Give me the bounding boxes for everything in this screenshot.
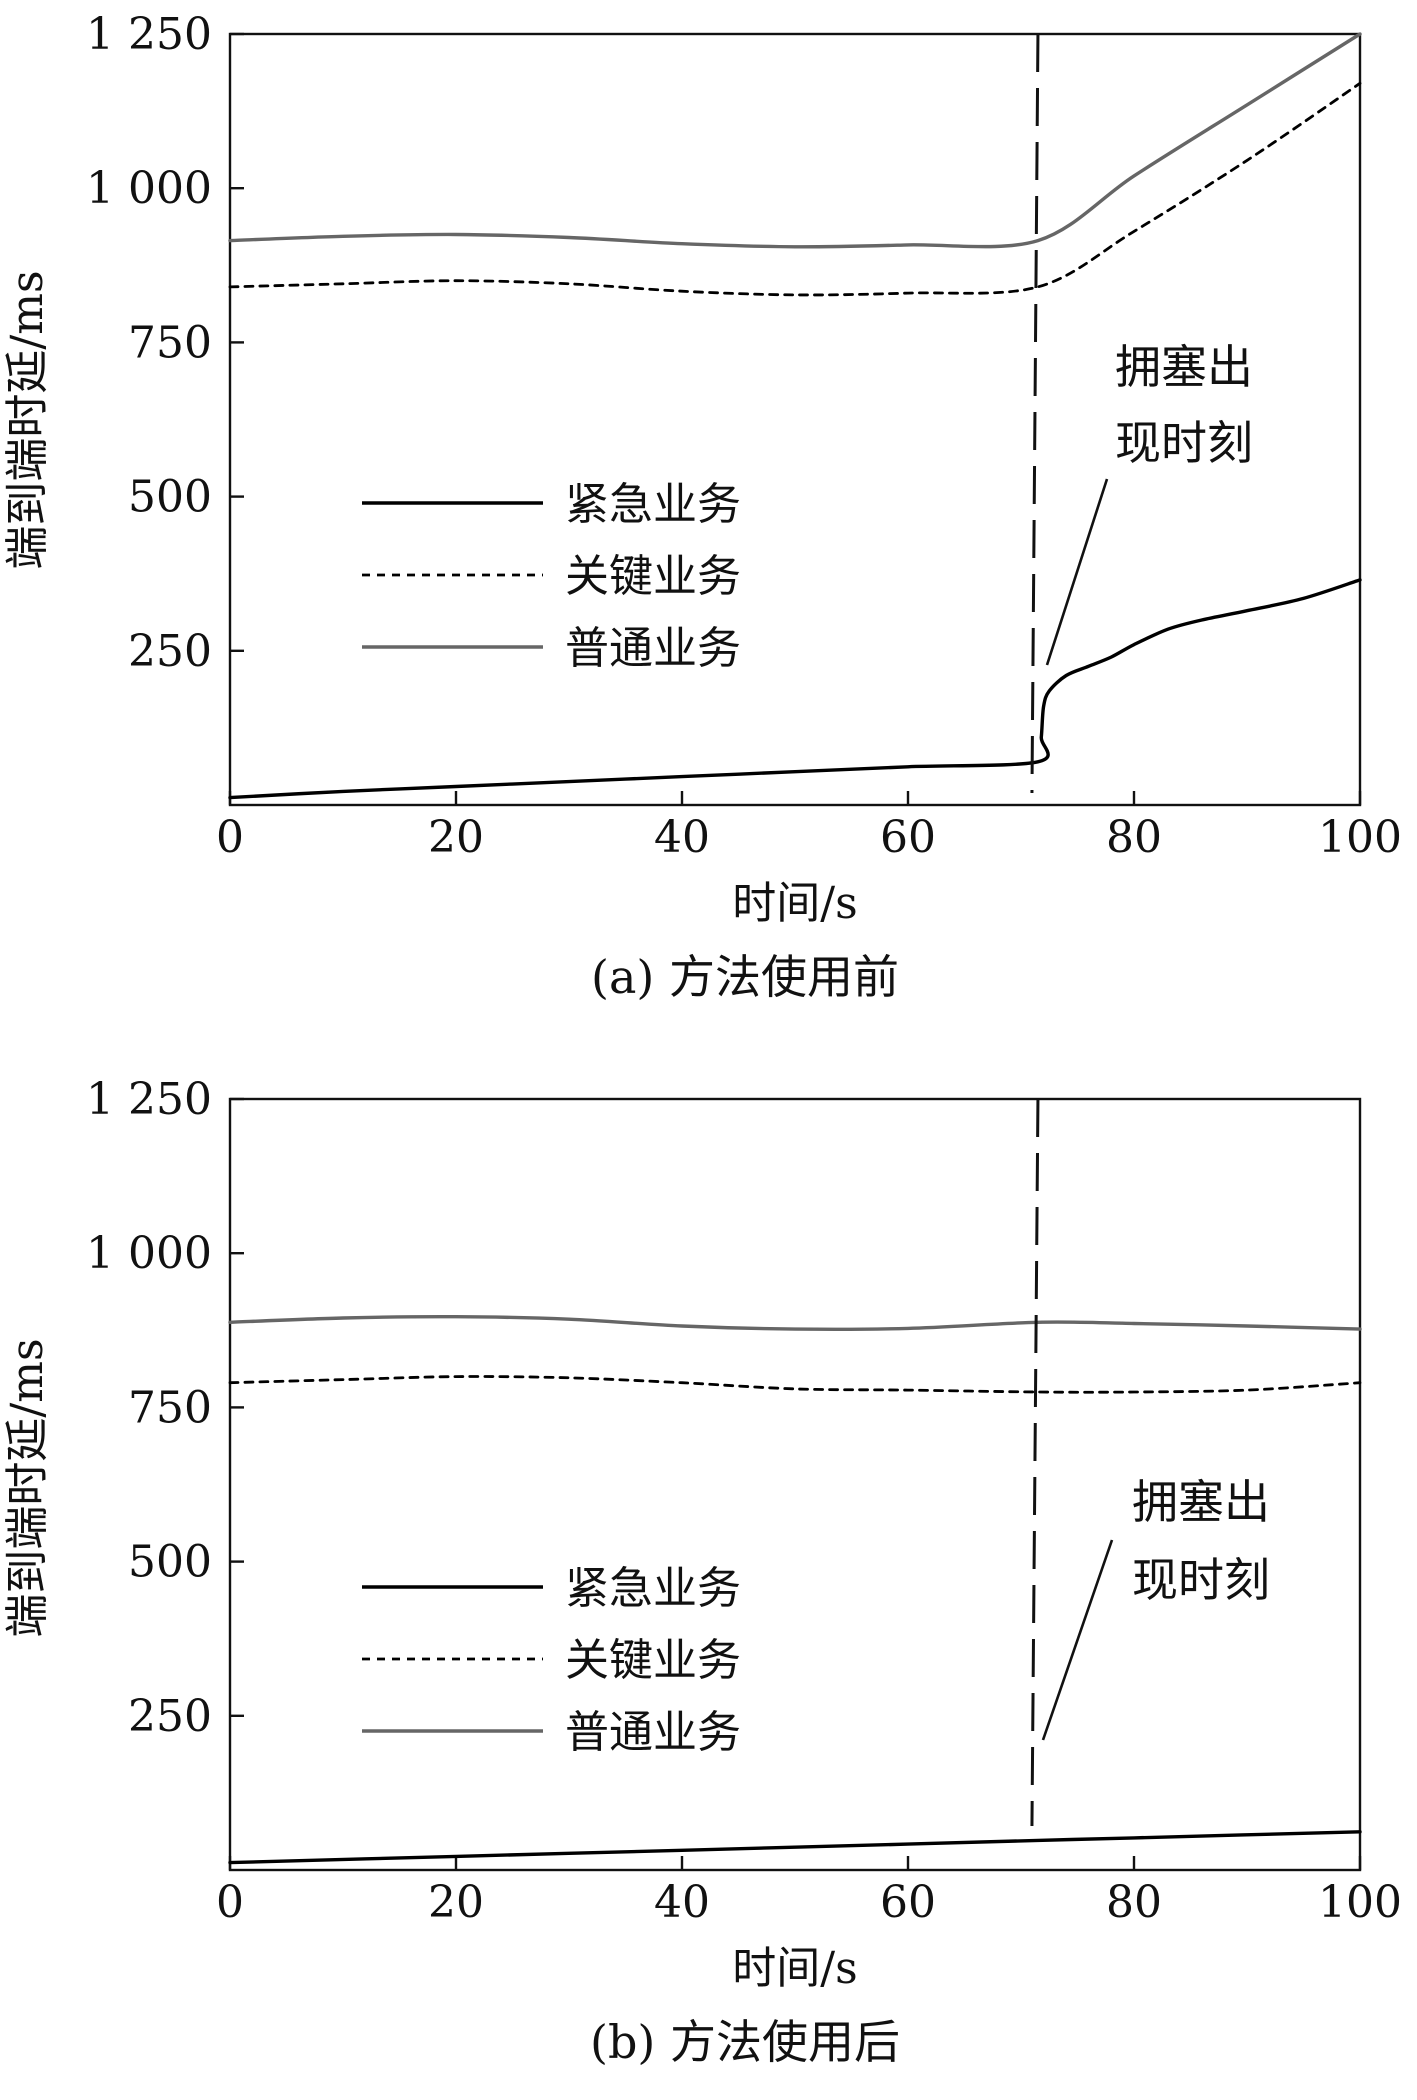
legend-label: 紧急业务 <box>565 1563 741 1614</box>
x-tick-label: 60 <box>880 812 936 863</box>
legend-label: 普通业务 <box>565 623 741 674</box>
plot-frame <box>228 1097 1362 1872</box>
x-tick-label: 100 <box>1318 1877 1402 1928</box>
series-line-key <box>228 1375 1362 1394</box>
y-axis-label: 端到端时延/ms <box>2 1338 53 1637</box>
event-pointer-line <box>1041 1539 1114 1741</box>
x-tick-label: 0 <box>216 1877 244 1928</box>
event-label-line-1: 拥塞出 <box>1115 340 1253 394</box>
x-tick-label: 80 <box>1106 812 1162 863</box>
x-tick-label: 40 <box>654 1877 710 1928</box>
plot-frame <box>228 32 1362 807</box>
series-line-urgent <box>228 578 1362 800</box>
y-tick-label: 500 <box>128 1537 212 1588</box>
series-line-normal <box>228 32 1362 249</box>
x-tick-label: 20 <box>428 1877 484 1928</box>
x-axis-label: 时间/s <box>732 878 857 929</box>
y-tick-label: 500 <box>128 472 212 523</box>
congestion-event-line <box>1030 1098 1040 1827</box>
x-tick-label: 20 <box>428 812 484 863</box>
legend-label: 关键业务 <box>565 551 741 602</box>
x-tick-label: 60 <box>880 1877 936 1928</box>
x-axis-label: 时间/s <box>732 1943 857 1994</box>
y-tick-label: 250 <box>128 1691 212 1742</box>
legend-label: 关键业务 <box>565 1635 741 1686</box>
y-tick-label: 1 000 <box>86 1228 212 1279</box>
y-tick-label: 1 250 <box>86 1074 212 1125</box>
event-pointer-line <box>1045 478 1109 666</box>
x-tick-label: 40 <box>654 812 710 863</box>
y-tick-label: 750 <box>128 317 212 368</box>
event-label-line-2: 现时刻 <box>1132 1553 1270 1607</box>
event-label-line-2: 现时刻 <box>1115 416 1253 470</box>
y-axis-label: 端到端时延/ms <box>2 270 53 569</box>
event-label-line-1: 拥塞出 <box>1132 1475 1270 1529</box>
congestion-event-line <box>1030 33 1040 794</box>
x-tick-label: 100 <box>1318 812 1402 863</box>
y-tick-label: 750 <box>128 1382 212 1433</box>
series-line-normal <box>228 1314 1362 1332</box>
y-tick-label: 1 250 <box>86 9 212 60</box>
x-tick-label: 80 <box>1106 1877 1162 1928</box>
chart-panel-a: 0 20 40 60 80 100 250 500 750 1 000 1 250 时间/s 端到端时延… <box>2 9 1402 1004</box>
legend-label: 普通业务 <box>565 1707 741 1758</box>
chart-caption: (a) 方法使用前 <box>591 950 899 1004</box>
legend-label: 紧急业务 <box>565 479 741 530</box>
series-line-urgent <box>228 1830 1362 1865</box>
x-tick-label: 0 <box>216 812 244 863</box>
y-tick-label: 250 <box>128 626 212 677</box>
chart-panel-b: 0 20 40 60 80 100 250 500 750 1 000 1 250 时间/s 端到端时延… <box>2 1074 1402 2069</box>
series-line-key <box>228 81 1362 297</box>
y-tick-label: 1 000 <box>86 163 212 214</box>
chart-caption: (b) 方法使用后 <box>590 2015 900 2069</box>
